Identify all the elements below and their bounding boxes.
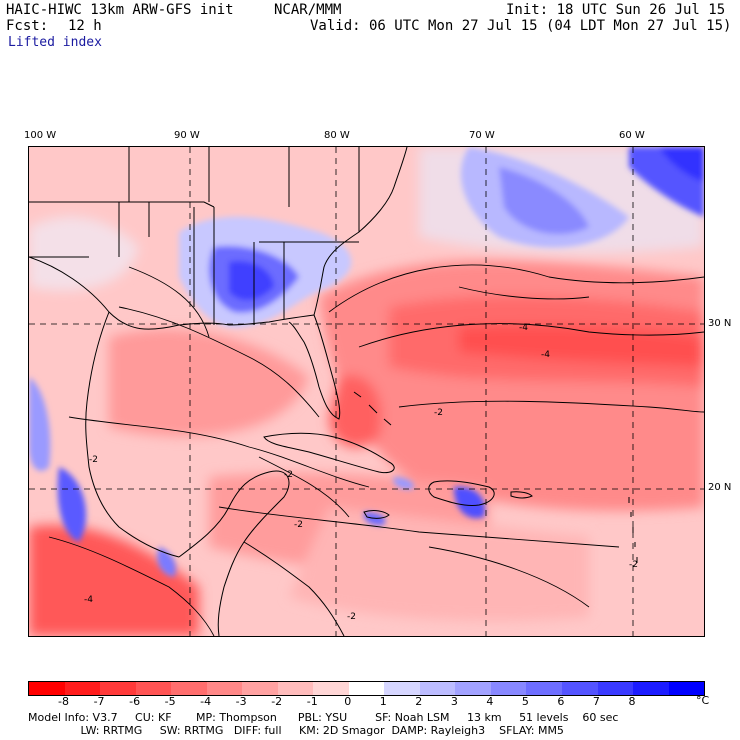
footer-physics-info: LW: RRTMG SW: RRTMG DIFF: full KM: 2D Sm… (28, 724, 564, 737)
colorbar-tick-label: 3 (450, 695, 458, 708)
colorbar-swatch (384, 682, 420, 695)
colorbar-tick-label: -6 (129, 695, 141, 708)
contour-label: -2 (629, 560, 638, 570)
lon-label-90w: 90 W (174, 130, 200, 141)
colorbar-tick-label: -5 (164, 695, 176, 708)
colorbar-tick-label: 1 (379, 695, 387, 708)
field-name: Lifted index (8, 35, 102, 50)
lon-label-70w: 70 W (469, 130, 495, 141)
colorbar-tick-label: -2 (271, 695, 283, 708)
contour-label: -2 (89, 455, 98, 465)
lat-label-20n: 20 N (708, 482, 732, 493)
colorbar-tick-label: -7 (93, 695, 105, 708)
colorbar-swatch (29, 682, 65, 695)
colorbar (28, 681, 705, 696)
colorbar-tick-label: 8 (628, 695, 636, 708)
colorbar-swatch (455, 682, 491, 695)
org-label: NCAR/MMM (274, 2, 342, 18)
contour-label: -2 (294, 520, 303, 530)
forecast-label: Fcst: (6, 18, 49, 34)
colorbar-tick-label: 6 (557, 695, 565, 708)
contour-label: -2 (347, 612, 356, 622)
colorbar-swatch (313, 682, 349, 695)
colorbar-swatch (633, 682, 669, 695)
lat-label-30n: 30 N (708, 318, 732, 329)
contour-label: -4 (84, 595, 93, 605)
valid-time: Valid: 06 UTC Mon 27 Jul 15 (04 LDT Mon … (310, 18, 732, 34)
colorbar-swatch (668, 682, 705, 695)
lon-label-100w: 100 W (24, 130, 57, 141)
coastlines (29, 147, 638, 636)
model-title: HAIC-HIWC 13km ARW-GFS init (6, 2, 234, 18)
colorbar-tick-label: 4 (486, 695, 494, 708)
colorbar-tick-label: 2 (415, 695, 423, 708)
lon-label-60w: 60 W (619, 130, 645, 141)
lifted-index-map: -2 -4 -2 -2 -4 -4 -2 -2 -2 (28, 146, 705, 637)
map-svg: -2 -4 -2 -2 -4 -4 -2 -2 -2 (29, 147, 704, 636)
colorbar-swatch (490, 682, 527, 695)
positive-li-areas (29, 147, 704, 577)
colorbar-swatch (597, 682, 634, 695)
colorbar-swatch (526, 682, 562, 695)
colorbar-tick-label: 0 (344, 695, 352, 708)
init-time: Init: 18 UTC Sun 26 Jul 15 (506, 2, 726, 18)
contour-label: -2 (434, 408, 443, 418)
colorbar-swatch (419, 682, 456, 695)
colorbar-tick-label: 5 (521, 695, 529, 708)
colorbar-swatch (242, 682, 278, 695)
contour-label: -4 (519, 323, 528, 333)
lon-label-80w: 80 W (324, 130, 350, 141)
colorbar-tick-label: -4 (200, 695, 212, 708)
contour-label: -4 (541, 350, 550, 360)
contour-label: -2 (284, 470, 293, 480)
colorbar-swatch (100, 682, 136, 695)
footer-model-info: Model Info: V3.7 CU: KF MP: Thompson PBL… (28, 711, 619, 724)
unit-label: °C (696, 694, 710, 707)
colorbar-tick-label: -8 (58, 695, 69, 708)
colorbar-tick-label: -3 (235, 695, 247, 708)
colorbar-swatch (135, 682, 172, 695)
colorbar-tick-label: 7 (592, 695, 600, 708)
colorbar-swatch (561, 682, 598, 695)
latlon-grid (29, 147, 704, 636)
colorbar-swatch (171, 682, 207, 695)
colorbar-swatch (348, 682, 385, 695)
contour-lines (48, 264, 704, 636)
colorbar-tick-label: -1 (306, 695, 318, 708)
forecast-hour: 12 h (68, 18, 102, 34)
colorbar-swatch (206, 682, 243, 695)
colorbar-swatch (277, 682, 314, 695)
colorbar-swatch (64, 682, 101, 695)
contour-label-group: -2 -4 -2 -2 -4 -4 -2 -2 -2 (84, 323, 638, 622)
